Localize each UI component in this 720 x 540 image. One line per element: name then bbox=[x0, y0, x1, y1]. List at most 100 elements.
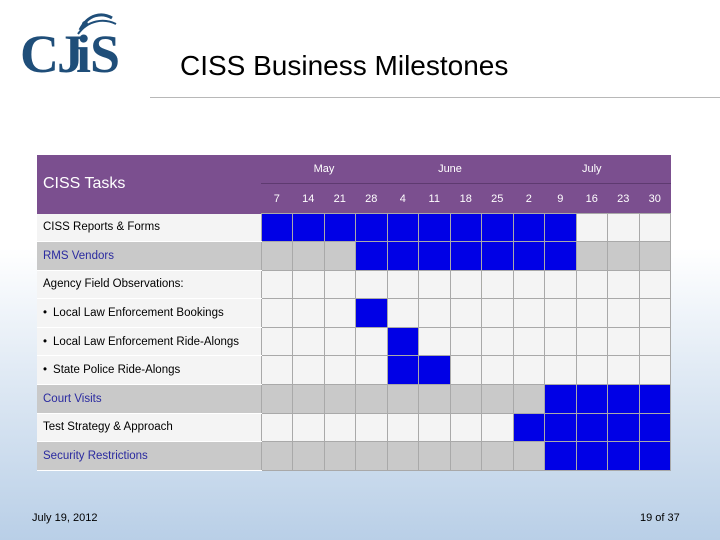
milestone-cell-active bbox=[418, 241, 451, 271]
milestone-cell bbox=[418, 384, 451, 414]
milestone-cell-active bbox=[260, 212, 293, 243]
milestone-cell-active bbox=[386, 355, 419, 386]
milestone-gantt-table: CISS Tasks May June July 7 14 21 28 4 11 18 25 2 9 1… bbox=[37, 155, 671, 471]
milestone-cell bbox=[481, 269, 514, 300]
milestone-cell bbox=[607, 355, 640, 386]
week-header: 4 bbox=[387, 183, 419, 214]
task-label-text: Court Visits bbox=[43, 392, 102, 405]
milestone-cell bbox=[512, 326, 545, 357]
task-row: Test Strategy & Approach bbox=[37, 412, 671, 443]
milestone-cell bbox=[607, 212, 640, 243]
milestone-cell bbox=[260, 269, 293, 300]
task-row: RMS Vendors bbox=[37, 241, 671, 271]
milestone-cell bbox=[260, 326, 293, 357]
milestone-cell bbox=[355, 441, 388, 471]
milestone-cell-active bbox=[386, 326, 419, 357]
milestone-cell-active bbox=[323, 212, 356, 243]
milestone-cell-active bbox=[512, 212, 545, 243]
milestone-cell bbox=[544, 355, 577, 386]
milestone-cell bbox=[481, 412, 514, 443]
milestone-cell bbox=[323, 412, 356, 443]
task-label: CISS Reports & Forms bbox=[37, 213, 261, 243]
milestone-cell bbox=[292, 241, 325, 271]
milestone-cell-active bbox=[544, 412, 577, 443]
task-label-text: Local Law Enforcement Ride-Alongs bbox=[53, 335, 240, 348]
milestone-cell bbox=[638, 326, 671, 357]
milestone-cell-active bbox=[638, 384, 671, 414]
milestone-cell bbox=[418, 412, 451, 443]
milestone-cell-active bbox=[575, 441, 608, 471]
milestone-cell bbox=[292, 355, 325, 386]
milestone-cell bbox=[512, 269, 545, 300]
week-header: 28 bbox=[355, 183, 387, 214]
milestone-cell-active bbox=[575, 384, 608, 414]
milestone-cell bbox=[323, 241, 356, 271]
milestone-cell bbox=[544, 326, 577, 357]
milestone-cell bbox=[575, 298, 608, 328]
task-label-text: Agency Field Observations: bbox=[43, 278, 184, 291]
milestone-cell bbox=[260, 241, 293, 271]
month-header-june: June bbox=[387, 155, 513, 184]
milestone-cell bbox=[481, 298, 514, 328]
milestone-cell bbox=[355, 326, 388, 357]
milestone-cell bbox=[449, 384, 482, 414]
milestone-cell bbox=[386, 384, 419, 414]
milestone-cell bbox=[323, 441, 356, 471]
title-divider bbox=[150, 97, 720, 98]
svg-text:CJ: CJ bbox=[20, 24, 83, 84]
milestone-cell-active bbox=[355, 298, 388, 328]
milestone-cell-active bbox=[386, 241, 419, 271]
week-header: 25 bbox=[481, 183, 513, 214]
milestone-cell bbox=[292, 384, 325, 414]
cjis-logo: CJ i S bbox=[18, 10, 122, 90]
milestone-cell bbox=[292, 412, 325, 443]
task-label: Agency Field Observations: bbox=[37, 270, 261, 300]
milestone-cell-active bbox=[449, 241, 482, 271]
milestone-cell bbox=[323, 326, 356, 357]
milestone-cell bbox=[575, 355, 608, 386]
milestone-cell bbox=[323, 298, 356, 328]
milestone-cell-active bbox=[544, 212, 577, 243]
milestone-cell-active bbox=[638, 412, 671, 443]
milestone-cell bbox=[355, 412, 388, 443]
milestone-cell bbox=[544, 269, 577, 300]
task-label-text: State Police Ride-Alongs bbox=[53, 364, 181, 377]
bullet-icon: • bbox=[43, 335, 48, 348]
week-header: 30 bbox=[639, 183, 671, 214]
milestone-cell bbox=[575, 212, 608, 243]
bullet-icon: • bbox=[43, 364, 48, 377]
milestone-cell bbox=[355, 269, 388, 300]
milestone-cell bbox=[544, 298, 577, 328]
milestone-cell bbox=[512, 384, 545, 414]
task-label: RMS Vendors bbox=[37, 241, 261, 271]
milestone-cell bbox=[638, 298, 671, 328]
task-label-text: Security Restrictions bbox=[43, 450, 148, 463]
footer-page-number: 19 of 37 bbox=[640, 512, 680, 524]
milestone-cell bbox=[449, 441, 482, 471]
milestone-cell bbox=[260, 355, 293, 386]
week-header: 23 bbox=[607, 183, 639, 214]
milestone-cell bbox=[607, 241, 640, 271]
milestone-cell bbox=[575, 326, 608, 357]
milestone-cell-active bbox=[544, 441, 577, 471]
milestone-cell-active bbox=[386, 212, 419, 243]
milestone-cell bbox=[481, 441, 514, 471]
milestone-cell bbox=[386, 269, 419, 300]
milestone-cell-active bbox=[638, 441, 671, 471]
task-label: Security Restrictions bbox=[37, 441, 261, 471]
svg-text:i: i bbox=[76, 24, 91, 84]
milestone-cell-active bbox=[607, 384, 640, 414]
bullet-icon: • bbox=[43, 307, 48, 320]
milestone-cell bbox=[638, 212, 671, 243]
milestone-cell bbox=[355, 355, 388, 386]
task-label: Court Visits bbox=[37, 384, 261, 414]
task-row: Security Restrictions bbox=[37, 441, 671, 471]
milestone-cell bbox=[418, 298, 451, 328]
milestone-cell-active bbox=[575, 412, 608, 443]
task-label-text: CISS Reports & Forms bbox=[43, 221, 160, 234]
milestone-cell bbox=[323, 269, 356, 300]
milestone-cell-active bbox=[292, 212, 325, 243]
milestone-cell bbox=[260, 412, 293, 443]
milestone-cell bbox=[575, 241, 608, 271]
milestone-cell bbox=[418, 269, 451, 300]
